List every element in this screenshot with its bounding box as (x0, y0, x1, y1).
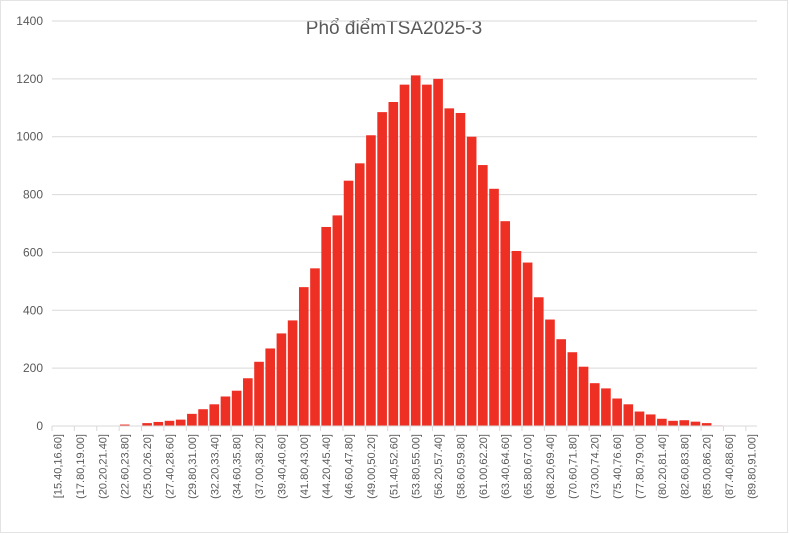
bar (153, 421, 164, 426)
x-tick-label: (41.80,43.00] (299, 434, 311, 499)
bar (578, 366, 589, 426)
x-tick-label: (29.80,31.00] (187, 434, 199, 499)
y-tick-label: 0 (36, 419, 43, 433)
bar (556, 339, 566, 426)
x-tick-label: (34.60,35.80] (232, 434, 244, 499)
bar (478, 165, 488, 427)
bar (187, 413, 197, 426)
y-tick-label: 600 (23, 245, 43, 259)
bar (668, 420, 678, 426)
bar (164, 420, 175, 426)
bar (533, 297, 544, 426)
x-tick-label: (51.40,52.60] (388, 434, 400, 499)
x-tick-label: (53.80,55.00] (411, 434, 423, 499)
bar (377, 112, 387, 426)
bar (265, 348, 276, 426)
x-tick-label: (56.20,57.40] (433, 434, 445, 499)
y-tick-label: 1200 (16, 72, 43, 86)
bar (612, 398, 622, 426)
x-tick-label: (87.40,88.60] (724, 434, 736, 499)
x-tick-label: (68.20,69.40] (545, 434, 557, 499)
x-tick-label: (20.20,21.40] (97, 434, 109, 499)
x-tick-label: (58.60,59.80] (455, 434, 467, 499)
bar (343, 180, 354, 426)
bar (119, 424, 130, 426)
bar (690, 421, 701, 426)
x-tick-label: (75.40,76.60] (612, 434, 624, 499)
x-tick-label: (49.00,50.20] (366, 434, 378, 499)
x-tick-label: (17.80,19.00] (75, 434, 87, 499)
bar (623, 404, 634, 426)
y-axis-ticks: 0 200 400 600 800 1000 1200 1400 (16, 14, 43, 433)
x-tick-label: (27.40,28.60] (165, 434, 177, 499)
bar (298, 287, 309, 426)
bar (634, 411, 645, 426)
x-tick-label: (89.80,91.00] (746, 434, 758, 499)
x-tick-label: (37.00,38.20] (254, 434, 266, 499)
bars (52, 75, 734, 427)
bar (679, 420, 690, 426)
bar (410, 75, 421, 426)
y-tick-label: 400 (23, 303, 43, 317)
bar (321, 226, 331, 426)
bar (287, 320, 298, 426)
bar (489, 188, 499, 426)
bar (455, 112, 466, 426)
bar (567, 352, 578, 426)
bar (142, 423, 152, 426)
bar (310, 268, 320, 426)
x-tick-label: (82.60,83.80] (679, 434, 691, 499)
bar (254, 361, 264, 426)
bar (500, 221, 511, 426)
x-tick-label: (44.20,45.40] (321, 434, 333, 499)
x-tick-label: (46.60,47.80] (344, 434, 356, 499)
x-axis-ticks: [15.40,16.60] (17.80,19.00] (20.20,21.40] (… (51, 426, 758, 499)
x-tick-label: (63.40,64.60] (500, 434, 512, 499)
bar (657, 418, 667, 426)
bar (701, 423, 712, 426)
y-tick-label: 1400 (16, 14, 43, 28)
y-tick-label: 200 (23, 361, 43, 375)
bar (175, 419, 186, 426)
bar (444, 108, 455, 426)
bar (589, 383, 600, 426)
x-tick-label: (32.20,33.40] (209, 434, 221, 499)
y-tick-label: 1000 (16, 130, 43, 144)
y-tick-label: 800 (23, 188, 43, 202)
x-tick-label: (70.60,71.80] (567, 434, 579, 499)
bar (511, 250, 522, 426)
bar (422, 84, 432, 427)
bar (545, 319, 555, 426)
bar (198, 409, 208, 426)
bar (645, 414, 656, 426)
x-tick-label: (77.80,79.00] (635, 434, 647, 499)
bar (522, 262, 533, 426)
x-tick-label: (39.40,40.60] (276, 434, 288, 499)
bar (466, 136, 477, 426)
bar (243, 378, 253, 426)
bar (209, 404, 220, 426)
x-tick-label: (65.80,67.00] (523, 434, 535, 499)
bar (231, 390, 242, 426)
bar (220, 396, 231, 426)
bar (276, 333, 287, 426)
chart-title: Phổ điểmTSA2025-3 (306, 18, 482, 39)
x-tick-label: (22.60,23.80] (120, 434, 132, 499)
bar (332, 215, 343, 426)
x-tick-label: (25.00,26.20] (142, 434, 154, 499)
bar (366, 135, 376, 426)
x-tick-label: (80.20,81.40] (657, 434, 669, 499)
bar (388, 102, 399, 426)
bar (399, 84, 410, 427)
x-tick-label: [15.40,16.60] (53, 434, 65, 498)
x-tick-label: (61.00,62.20] (478, 434, 490, 499)
bar (433, 78, 443, 426)
x-tick-label: (73.00,74.20] (590, 434, 602, 499)
x-tick-label: (85.00,86.20] (702, 434, 714, 499)
bar (601, 388, 611, 426)
bar (354, 163, 365, 427)
